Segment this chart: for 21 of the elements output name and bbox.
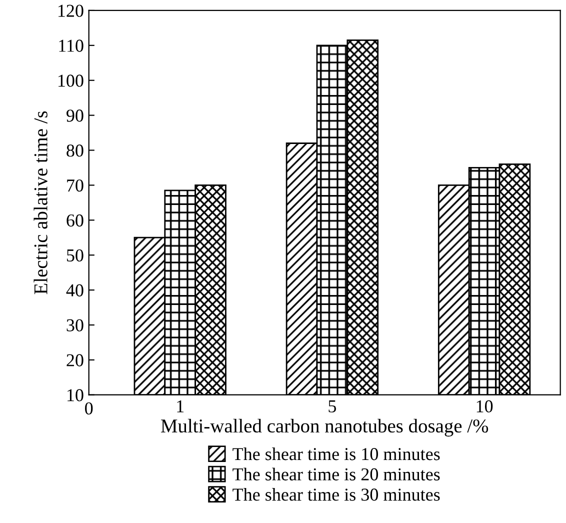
y-tick-label: 80 — [66, 144, 84, 157]
y-tick-label: 20 — [66, 354, 84, 366]
x-tick-label: 1 — [177, 400, 184, 412]
y-tick-label: 90 — [66, 110, 84, 122]
legend-label: The shear time is 10 minutes — [232, 447, 440, 460]
x-tick-label: 5 — [328, 400, 336, 412]
y-tick-label: 110 — [59, 40, 84, 52]
legend-label: The shear time is 30 minutes — [232, 488, 440, 501]
y-axis-title: Electric ablative time /s — [34, 111, 48, 294]
y-tick-label: 30 — [66, 319, 84, 332]
legend-label: The shear time is 20 minutes — [232, 468, 440, 480]
y-tick-label: 100 — [58, 74, 84, 87]
y-tick-label: 70 — [67, 179, 84, 192]
y-tick-label: 40 — [66, 284, 84, 296]
y-tick-label: 10 — [68, 389, 84, 402]
text: 0 — [85, 402, 93, 415]
y-tick-label: 60 — [66, 214, 84, 227]
x-axis-title: Multi-walled carbon nanotubes dosage /% — [161, 418, 488, 437]
y-tick-label: 50 — [66, 249, 84, 262]
y-tick-label: 120 — [58, 4, 84, 17]
x-tick-label: 10 — [476, 400, 493, 412]
